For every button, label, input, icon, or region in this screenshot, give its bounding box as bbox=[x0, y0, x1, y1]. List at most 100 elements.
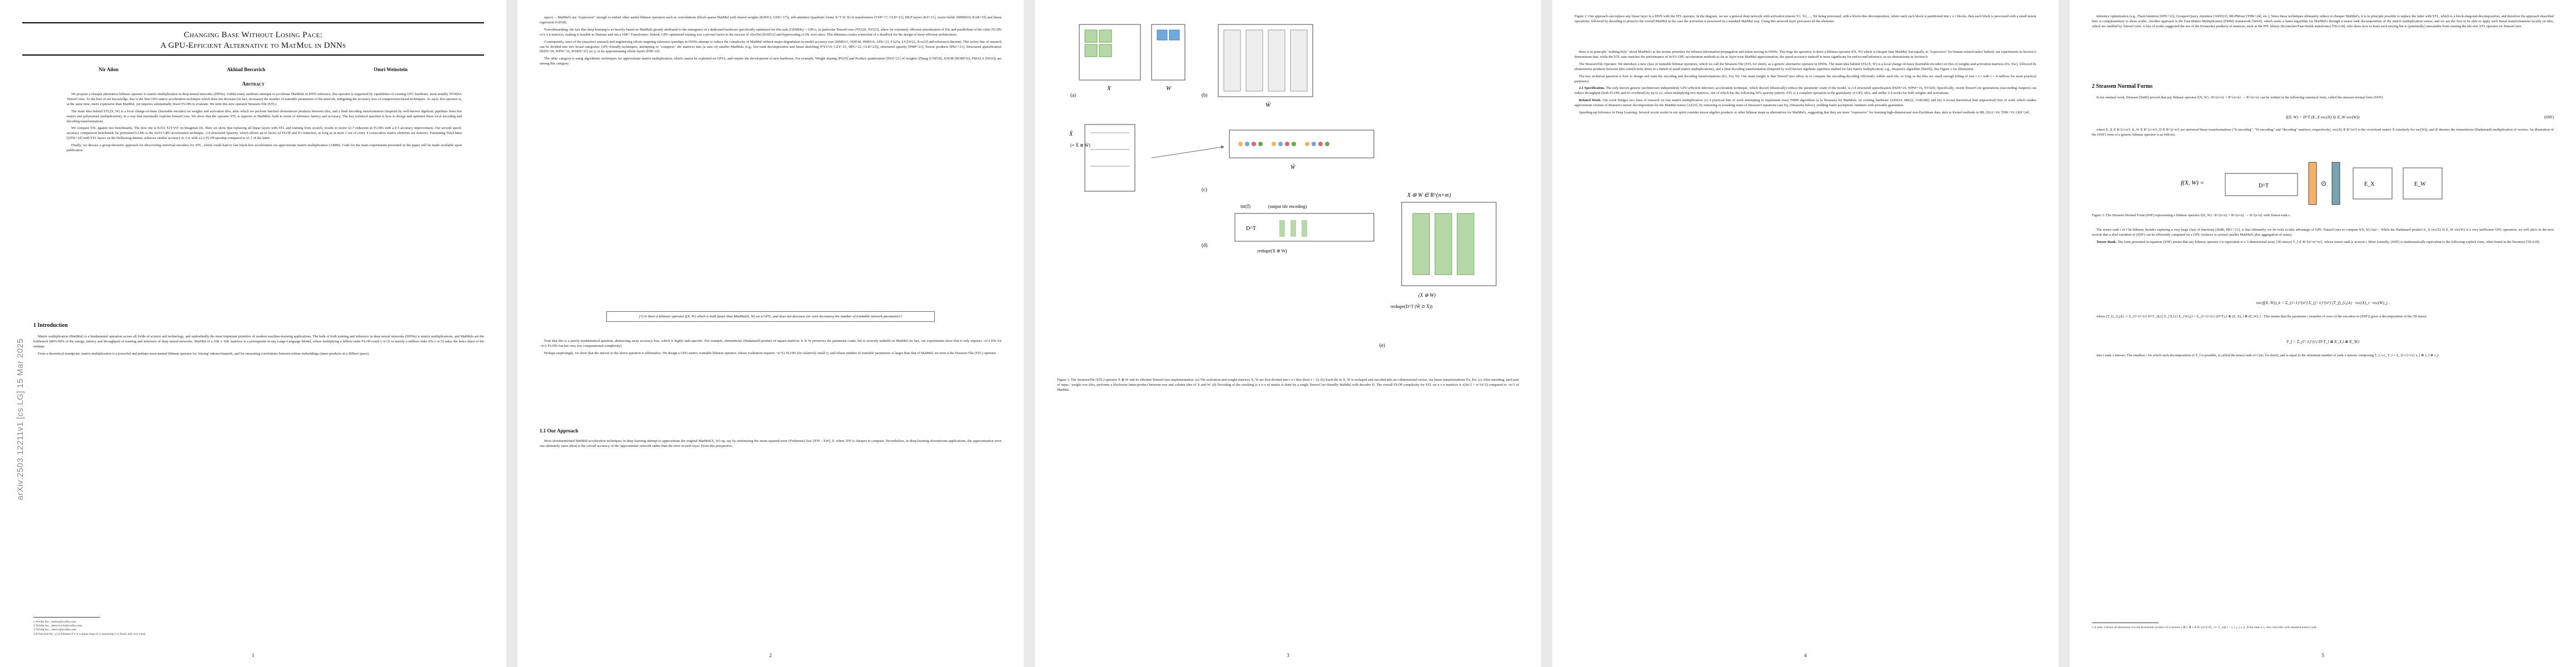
hadamard-symbol: ⊙ bbox=[2321, 180, 2326, 187]
dt-label: D^T bbox=[1246, 226, 1256, 232]
equation-tensor: vec(f(X, W))_k = Σ_{i=1}^{n²} Σ_{j=1}^{n… bbox=[2256, 300, 2390, 305]
dot bbox=[1278, 142, 1283, 146]
bar bbox=[1291, 220, 1296, 237]
ew-matrix bbox=[2403, 167, 2443, 200]
dot bbox=[1318, 142, 1323, 146]
w-encoded-vector bbox=[2331, 162, 2340, 205]
page5-body-mid: The tensor rank r of f be bilinear, besi… bbox=[2092, 228, 2554, 244]
output-tile-label: (output tile encoding) bbox=[1268, 204, 1307, 209]
bar bbox=[1279, 220, 1285, 237]
equation-decomposition: T_f = Σ_{l=1}^{r} D^T_l ⊗ E_X,l ⊗ E_W,l bbox=[2286, 339, 2360, 344]
ex-matrix bbox=[2353, 167, 2393, 200]
x-tile bbox=[1099, 44, 1112, 57]
page2-body-bottom: Most aforementioned MatMul-acceleration … bbox=[540, 439, 1001, 448]
subsection-heading: Tensor Rank. bbox=[2096, 240, 2117, 244]
decoder-matrix bbox=[2225, 173, 2298, 196]
xw-label: (X ⊛ W) bbox=[1418, 292, 1436, 298]
page-4: Figure 2: Our approach can replace any l… bbox=[1552, 0, 2059, 667]
x-hat-note: (= X̂ ⊛ W̃) bbox=[1070, 142, 1090, 148]
dot bbox=[1305, 142, 1309, 146]
w-hat-block bbox=[1229, 130, 1374, 158]
figure-3-caption: Figure 3: The Strassen-Normal Form (SNF)… bbox=[2092, 213, 2291, 217]
snf-ew-label: E_W bbox=[2414, 181, 2426, 187]
page2-body-mid: Note that this is a purely mathematical … bbox=[540, 339, 1001, 355]
dot bbox=[1285, 142, 1289, 146]
w-tilde-label: W̃ bbox=[1265, 101, 1271, 108]
page5-body-top: inference optimization (e.g., FlashAtten… bbox=[2092, 14, 2554, 28]
dot bbox=[1258, 142, 1263, 146]
x-tile bbox=[1099, 29, 1112, 43]
reshape2-label: reshape(D^T (Ŵ ⊙ X̂)) bbox=[1391, 303, 1433, 309]
dot bbox=[1252, 142, 1256, 146]
page-3: X W (a) W̃ (b) X̂ (= X̂ ⊛ W̃) bbox=[1035, 0, 1541, 667]
research-question-box: (*) Is there a bilinear operator f(X, W)… bbox=[606, 311, 935, 322]
w-tile bbox=[1157, 29, 1168, 41]
title-bottom-rule bbox=[22, 54, 484, 56]
paper-title: Changing Base Without Losing Pace: A GPU… bbox=[160, 31, 346, 50]
x-encoded-vector bbox=[2308, 162, 2317, 205]
encoded-column bbox=[1223, 29, 1241, 92]
page-number: 5 bbox=[2321, 653, 2324, 658]
x-hat-label: X̂ bbox=[1069, 130, 1073, 137]
snf-dt-label: D^T bbox=[2259, 183, 2269, 189]
dot bbox=[1272, 142, 1276, 146]
page2-body-top: space) -- MatMul's are "expressive" enou… bbox=[540, 16, 1001, 66]
equation-snf: f(X, W) = D^T (E_X vec(X) ⊙ E_W vec(W)) bbox=[2286, 115, 2360, 120]
subsection-heading: Related Work. bbox=[1579, 98, 1602, 103]
arrow bbox=[1151, 145, 1224, 158]
figure-2-caption: Figure 2: Our approach can replace any l… bbox=[1575, 14, 2036, 23]
snf-ex-label: E_X bbox=[2364, 181, 2375, 187]
footnote-rule bbox=[33, 617, 100, 618]
w-matrix bbox=[1151, 24, 1185, 81]
encoded-column bbox=[1290, 29, 1308, 92]
intro-body: Matrix multiplication (MatMul) is a fund… bbox=[33, 335, 484, 356]
footnote: 5 A rank-1 tensor of dimension d is the … bbox=[2092, 626, 2318, 629]
subsection-heading: 1.1 Our Approach bbox=[540, 428, 579, 434]
abstract-body: We propose a cheaper alternative bilinea… bbox=[67, 92, 462, 153]
figure-3-diagram: f(X, W) = D^T ⊙ E_X E_W bbox=[2181, 162, 2443, 205]
author-name: Nir Ailon bbox=[98, 67, 119, 72]
abstract-heading: Abstract bbox=[242, 81, 265, 87]
panel-label-e: (e) bbox=[1379, 342, 1385, 348]
figure-1-panel-b: W̃ (b) bbox=[1202, 24, 1313, 108]
dot bbox=[1312, 142, 1316, 146]
figure-1-diagram: X W (a) W̃ (b) X̂ (= X̂ ⊛ W̃) bbox=[1069, 24, 1497, 348]
output-eq-label: X ⊛ W ∈ R^{n×m} bbox=[1407, 192, 1451, 198]
encoded-column bbox=[1268, 29, 1285, 92]
page-1: arXiv:2503.12211v1 [cs.LG] 15 Mar 2025 C… bbox=[0, 0, 506, 667]
page-2: space) -- MatMul's are "expressive" enou… bbox=[517, 0, 1024, 667]
page-number: 3 bbox=[1287, 653, 1289, 658]
output-column bbox=[1457, 213, 1474, 275]
reshape-label: reshape(X ⊛ W) bbox=[1257, 248, 1287, 253]
x-tile bbox=[1084, 44, 1098, 57]
output-column bbox=[1434, 213, 1452, 275]
page5-sec2-body: where E_X ∈ R^{r×n²}, E_W ∈ R^{r×n²}, D … bbox=[2092, 128, 2554, 137]
figure-1-panel-c: X̂ (= X̂ ⊛ W̃) Ŵ (c) bbox=[1069, 124, 1374, 192]
figure-1-caption: Figure 1: The StrassenTile (STL) operato… bbox=[1057, 378, 1519, 392]
figure-1-panel-d: tsr(f) (output tile encoding) D^T reshap… bbox=[1202, 203, 1374, 253]
subsection-heading: 2.1 Specification. bbox=[1579, 86, 1605, 91]
dot bbox=[1292, 142, 1296, 146]
page5-sec2-intro: In his seminal work, Strassen [Str86] pr… bbox=[2096, 96, 2384, 99]
tsr-label: tsr(f) bbox=[1240, 203, 1250, 209]
panel-label-a: (a) bbox=[1070, 92, 1076, 98]
panel-label-c: (c) bbox=[1202, 187, 1207, 192]
page5-eq3: where (T_f)_{i,j,k} := Σ_{l=1}^{r} D^T_{… bbox=[2096, 315, 2427, 318]
w-hat-label: Ŵ bbox=[1291, 163, 1296, 171]
section-heading: 2 Strassen Normal Forms bbox=[2092, 83, 2153, 89]
page-number: 1 bbox=[252, 653, 255, 658]
dot bbox=[1238, 142, 1243, 146]
panel-label-b: (b) bbox=[1202, 92, 1208, 98]
x-hat-block bbox=[1084, 124, 1135, 192]
equation-tag: (SNF) bbox=[2544, 115, 2554, 120]
section-heading: 1 Introduction bbox=[33, 322, 68, 328]
snf-f-label: f(X, W) = bbox=[2181, 180, 2204, 186]
author-name: Omri Weinstein bbox=[373, 67, 408, 72]
dot bbox=[1325, 142, 1329, 146]
output-column bbox=[1412, 213, 1430, 275]
footnotes: 1 Nvidia Inc., nailon@nvidia.com. 2 Nvid… bbox=[33, 620, 146, 636]
dot bbox=[1245, 142, 1249, 146]
page-number: 2 bbox=[769, 653, 772, 658]
page5-body-bottom: into r rank-1 tensors. The smallest r fo… bbox=[2096, 354, 2440, 357]
author-name: Akhiad Bercovich bbox=[227, 67, 266, 72]
